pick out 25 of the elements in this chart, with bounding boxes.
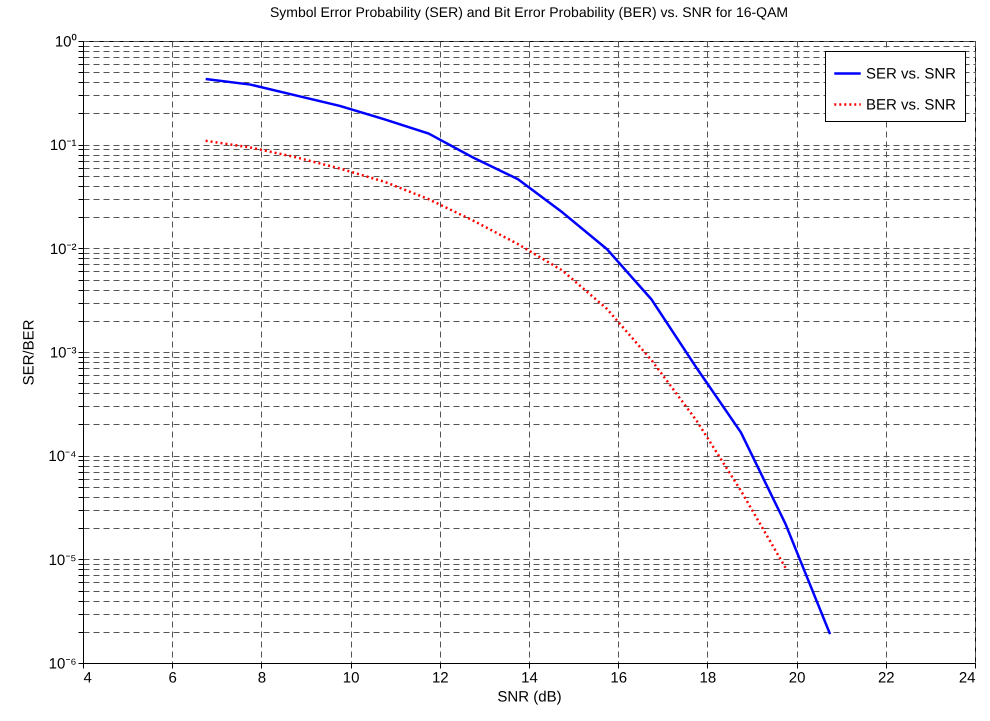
x-tick-label: 24: [958, 670, 976, 686]
line-series: [204, 140, 787, 569]
line-series: [204, 78, 832, 636]
x-tick-label: 22: [878, 670, 895, 686]
y-tick-label: 10⁻⁶: [48, 656, 76, 672]
x-axis-title: SNR (dB): [497, 688, 562, 706]
x-tick-label: 20: [788, 670, 806, 686]
chart-title: Symbol Error Probability (SER) and Bit Error Probability (BER) vs. SNR for 16-QAM: [270, 4, 788, 20]
x-tick-label: 6: [168, 670, 177, 686]
y-axis-title: SER/BER: [20, 319, 38, 386]
y-tick-label: 10⁻³: [50, 344, 76, 362]
x-tick-label: 18: [700, 670, 716, 686]
x-tick-label: 16: [610, 670, 628, 686]
x-tick-label: 4: [84, 670, 92, 686]
y-tick-label: 10⁰: [54, 34, 76, 50]
x-tick-label: 12: [432, 670, 449, 686]
legend-label: SER vs. SNR: [866, 66, 956, 82]
x-tick-label: 10: [342, 670, 360, 686]
x-tick-label: 8: [258, 670, 266, 686]
y-tick-label: 10⁻¹: [50, 137, 76, 154]
y-tick-label: 10⁻²: [50, 240, 76, 258]
y-tick-label: 10⁻⁵: [48, 552, 76, 569]
legend-label: BER vs. SNR: [866, 96, 956, 114]
y-tick-label: 10⁻⁴: [48, 448, 76, 466]
x-tick-label: 14: [521, 670, 538, 686]
